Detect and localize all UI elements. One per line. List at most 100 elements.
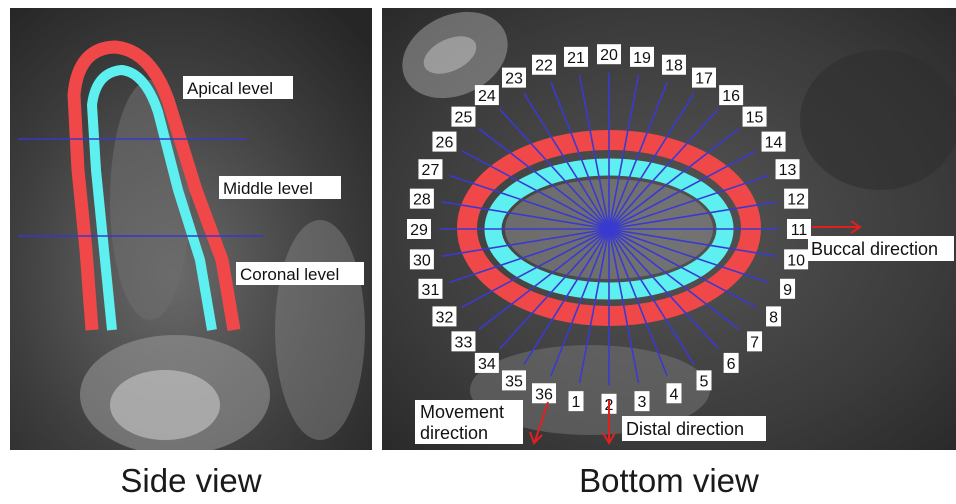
radial-ray bbox=[608, 228, 719, 350]
ray-number-label: 29 bbox=[410, 222, 428, 239]
radial-ray bbox=[523, 93, 610, 230]
apical-level-label-bg bbox=[183, 76, 293, 99]
bottom-view-panel: 1234567891011121314151617181920212223242… bbox=[382, 8, 956, 450]
radial-ray bbox=[550, 81, 610, 230]
ray-number-label: 25 bbox=[455, 110, 473, 127]
ray-number-label: 35 bbox=[505, 373, 523, 390]
ray-number-label-bg bbox=[723, 352, 739, 373]
ray-number-label-bg bbox=[775, 159, 800, 180]
ray-number-label-bg bbox=[666, 383, 682, 404]
upper-bright-core bbox=[423, 36, 477, 74]
radial-ray bbox=[578, 228, 610, 384]
ray-number-label: 20 bbox=[600, 47, 618, 64]
ray-number-label-bg bbox=[597, 44, 621, 65]
ray-number-label: 31 bbox=[422, 282, 440, 299]
radial-ray bbox=[608, 228, 740, 331]
ray-number-label-bg bbox=[451, 106, 476, 127]
ray-number-label-bg bbox=[432, 306, 457, 327]
buccal-arrow-head bbox=[850, 220, 862, 234]
ray-number-label-bg bbox=[742, 106, 767, 127]
ray-number-label-bg bbox=[634, 391, 650, 412]
ray-number-label: 27 bbox=[422, 162, 440, 179]
ray-number-label-bg bbox=[661, 54, 686, 75]
ray-number-label-bg bbox=[432, 131, 457, 152]
ray-number-label: 5 bbox=[700, 373, 709, 390]
distal-arrow-head bbox=[602, 432, 616, 445]
radial-ray bbox=[550, 228, 610, 377]
ray-number-label: 33 bbox=[455, 334, 473, 351]
ray-number-label: 26 bbox=[436, 135, 454, 152]
radial-ray bbox=[608, 127, 740, 230]
radial-ray bbox=[608, 228, 757, 308]
radial-ray bbox=[608, 108, 719, 230]
ray-number-label-bg bbox=[766, 306, 782, 327]
neighbor-tooth bbox=[275, 220, 365, 440]
ray-number-label-bg bbox=[564, 46, 589, 67]
radial-ray bbox=[608, 228, 668, 377]
middle-level-label-bg bbox=[219, 176, 341, 199]
ray-number-label-bg bbox=[692, 67, 716, 88]
ray-number-label: 30 bbox=[413, 252, 431, 269]
ray-number-label-bg bbox=[787, 219, 811, 239]
radial-ray bbox=[448, 174, 610, 230]
upper-bright-structure bbox=[402, 11, 508, 99]
ray-number-label-bg bbox=[474, 85, 499, 106]
ray-number-label: 23 bbox=[505, 71, 523, 88]
ray-number-label-bg bbox=[532, 54, 557, 75]
side-view-caption: Side view bbox=[120, 462, 262, 499]
buccal-direction-label: Buccal direction bbox=[811, 239, 938, 259]
coronal-level-label: Coronal level bbox=[240, 265, 339, 284]
ray-number-label: 11 bbox=[791, 222, 808, 239]
radial-ray bbox=[461, 228, 610, 308]
side-view-panel: Apical level Middle level Coronal level bbox=[10, 8, 372, 450]
radial-ray bbox=[608, 93, 695, 230]
ray-number-label-bg bbox=[747, 331, 763, 352]
ray-number-label: 24 bbox=[478, 88, 496, 105]
ray-number-label-bg bbox=[474, 352, 499, 373]
ray-number-label: 15 bbox=[746, 110, 764, 127]
ray-number-label: 19 bbox=[633, 50, 651, 67]
radial-ray bbox=[608, 228, 770, 284]
ray-number-label: 12 bbox=[787, 192, 805, 209]
ray-number-label: 8 bbox=[769, 309, 778, 326]
radial-ray bbox=[448, 228, 610, 284]
radial-ray bbox=[523, 228, 610, 365]
ray-number-label: 21 bbox=[567, 50, 585, 67]
ray-number-label-bg bbox=[502, 67, 526, 88]
movement-arrow-shaft bbox=[534, 401, 549, 442]
lower-bright-structure bbox=[470, 345, 710, 435]
ray-number-label-bg bbox=[696, 370, 712, 391]
ray-number-label: 7 bbox=[750, 334, 759, 351]
ray-number-label-bg bbox=[784, 188, 809, 209]
ray-number-label-bg bbox=[761, 131, 786, 152]
radial-ray bbox=[608, 228, 640, 384]
ray-number-label-bg bbox=[719, 85, 744, 106]
ray-number-label: 6 bbox=[727, 356, 736, 373]
radial-ray bbox=[478, 127, 610, 230]
ray-number-label: 10 bbox=[787, 252, 805, 269]
apical-level-label: Apical level bbox=[187, 79, 273, 98]
radial-ray bbox=[608, 174, 770, 230]
ray-number-label-bg bbox=[409, 249, 434, 270]
distal-direction-label: Distal direction bbox=[626, 419, 744, 439]
ray-number-label: 13 bbox=[779, 162, 797, 179]
radial-ray bbox=[441, 228, 610, 257]
ray-number-label-bg bbox=[532, 383, 557, 404]
ray-number-label: 16 bbox=[722, 88, 740, 105]
radial-ray bbox=[499, 228, 610, 350]
ray-number-label: 22 bbox=[535, 58, 553, 75]
radial-ray bbox=[499, 108, 610, 230]
radial-ray bbox=[608, 228, 695, 365]
outer-root-contour bbox=[67, 40, 241, 332]
radial-ray bbox=[608, 74, 640, 230]
ray-number-label: 3 bbox=[638, 394, 647, 411]
movement-direction-label-line2: direction bbox=[420, 423, 488, 443]
coronal-level-label-bg bbox=[236, 262, 364, 285]
ray-number-label-bg bbox=[451, 331, 476, 352]
middle-level-label: Middle level bbox=[223, 179, 313, 198]
ray-number-label: 1 bbox=[572, 394, 581, 411]
radial-ray bbox=[478, 228, 610, 331]
movement-arrow-head bbox=[529, 431, 543, 445]
ray-number-label: 9 bbox=[783, 282, 792, 299]
